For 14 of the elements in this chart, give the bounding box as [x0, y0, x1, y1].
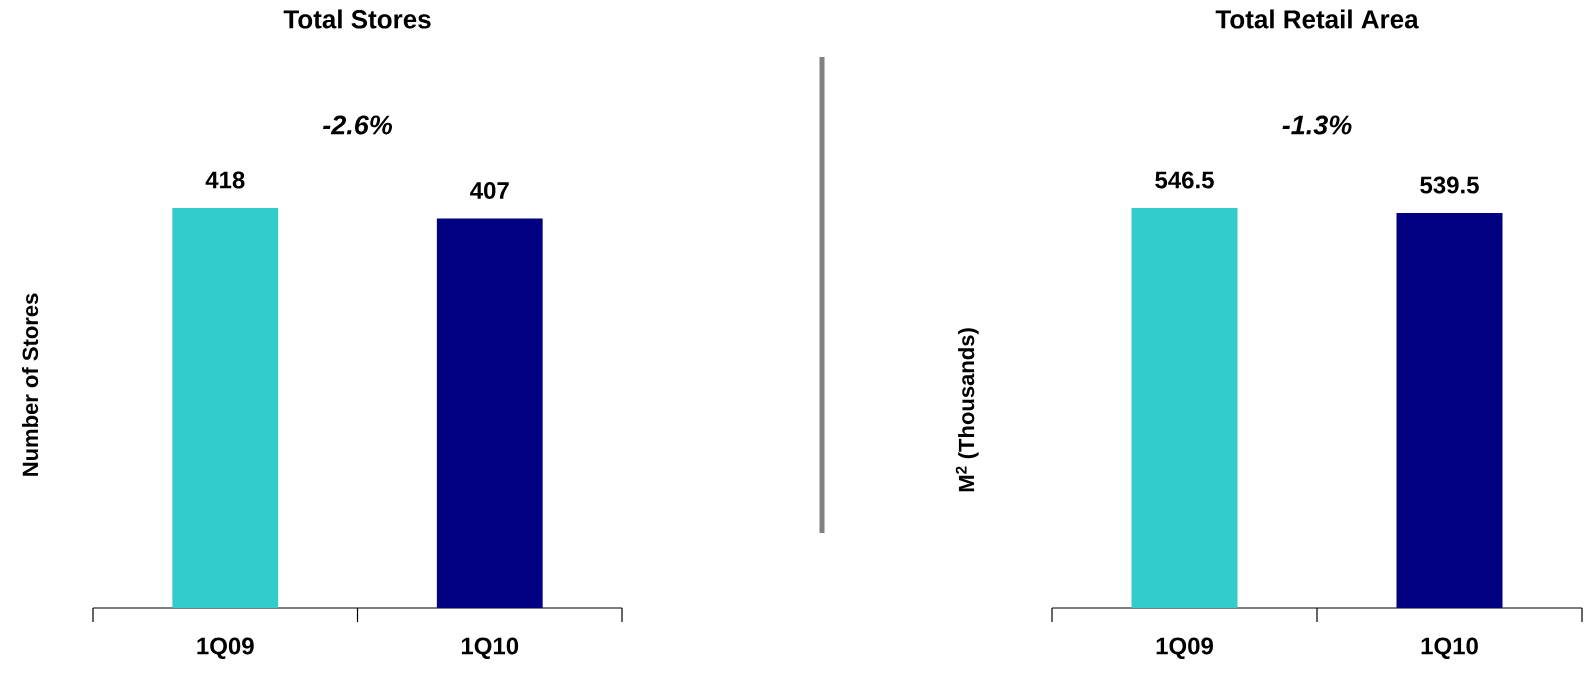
data-label: 407 — [470, 182, 509, 199]
text: -1.3% — [1282, 115, 1352, 135]
x-tick-label: 1Q09 — [197, 637, 254, 659]
x-tick-label: 1Q09 — [1156, 637, 1213, 659]
data-label: 546.5 — [1155, 171, 1214, 189]
chart-title: Total Retail Area — [1215, 9, 1419, 29]
x-tick-label: 1Q10 — [461, 637, 519, 659]
x-tick-label: 1Q10 — [1421, 637, 1478, 659]
data-label: 539.5 — [1420, 176, 1479, 194]
data-label: 418 — [205, 171, 245, 189]
y-axis-title: Number of Stores — [21, 293, 39, 476]
chart-title: Total Stores — [283, 9, 431, 29]
text: -2.6% — [322, 115, 393, 135]
y-axis-title: M$^{2}$ (Thousands) — [955, 328, 979, 492]
